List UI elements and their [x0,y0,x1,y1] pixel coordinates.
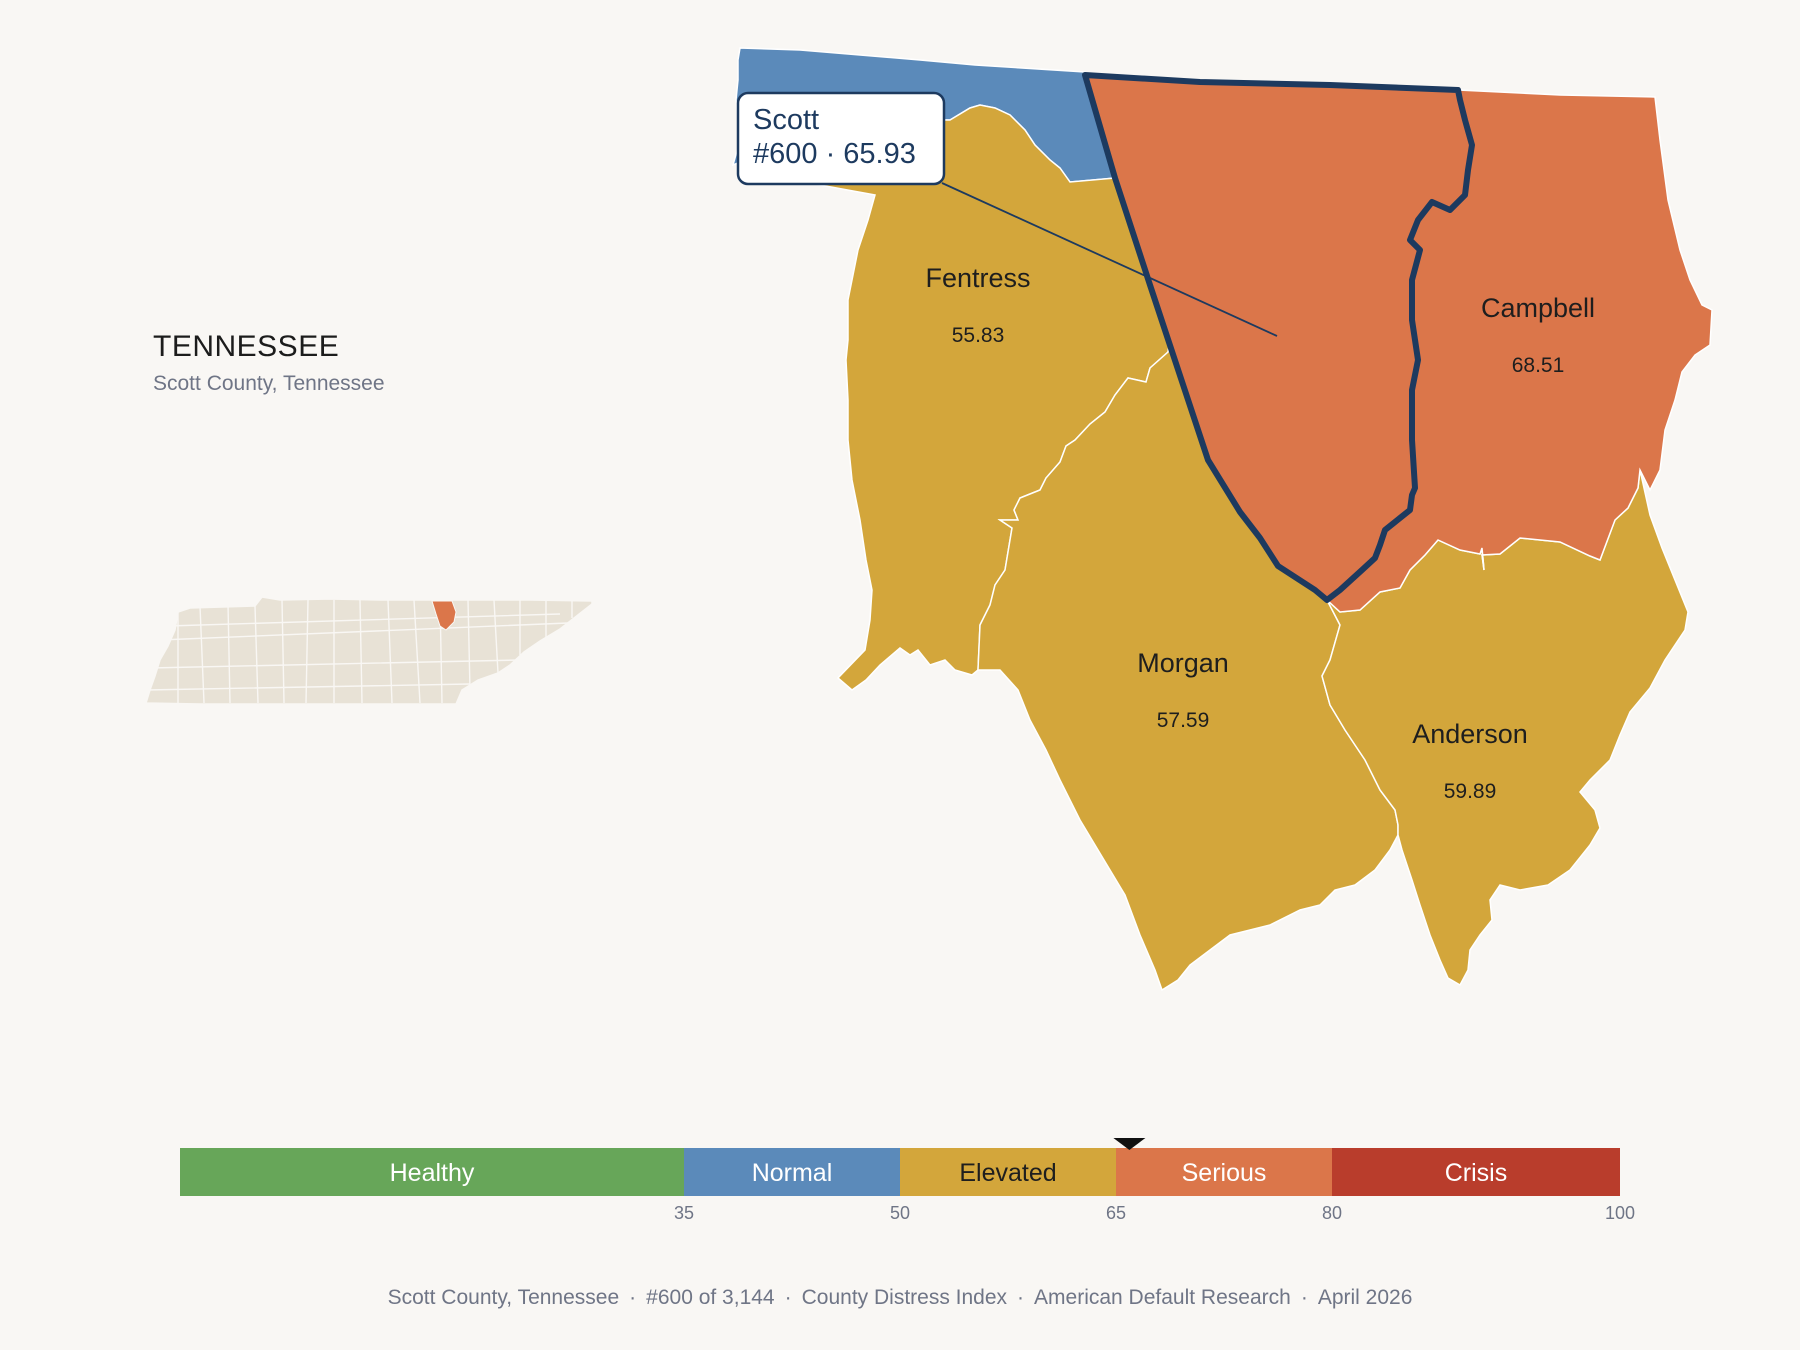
tooltip: Scott #600 · 65.93 [736,91,1278,337]
footer-location: Scott County, Tennessee [387,1286,620,1309]
state-title: TENNESSEE [153,330,340,363]
footer-separator: · [1017,1286,1025,1309]
county-label-fentress: Fentress [925,263,1030,293]
county-score-anderson: 59.89 [1444,780,1497,803]
legend-ticks: 35 50 65 80 100 [674,1203,1635,1223]
distress-legend: Healthy Normal Elevated Serious Crisis 35 50 6… [180,1138,1635,1223]
counties [731,47,1713,992]
tooltip-rank-score: #600 · 65.93 [753,138,916,170]
footer-index-name: County Distress Index [801,1286,1008,1309]
footer-date: April 2026 [1317,1286,1413,1309]
county-shape-scott[interactable] [1082,72,1475,603]
legend-band-label: Normal [752,1159,833,1187]
county-labels: Fentress 55.83 Campbell 68.51 Morgan 57.… [925,263,1595,803]
legend-band-label: Serious [1182,1159,1267,1187]
county-label-campbell: Campbell [1481,293,1595,323]
legend-tick-label: 100 [1605,1203,1635,1223]
county-score-fentress: 55.83 [952,324,1005,347]
footer: Scott County, Tennessee · #600 of 3,144 · Co… [0,1286,1800,1310]
legend-marker [1113,1138,1146,1150]
state-subtitle: Scott County, Tennessee [153,372,385,395]
inset-scott-highlight [431,600,457,631]
state-inset-map [144,596,593,705]
legend-tick-label: 35 [674,1203,694,1223]
footer-rank: #600 of 3,144 [646,1286,775,1309]
footer-publisher: American Default Research [1034,1286,1291,1309]
legend-band-crisis [1332,1148,1620,1196]
tooltip-box [736,91,946,186]
legend-band-healthy [180,1148,684,1196]
tooltip-county-name: Scott [753,104,819,136]
legend-band-elevated [900,1148,1116,1196]
tooltip-leader-line [941,182,1278,337]
legend-tick-label: 80 [1322,1203,1342,1223]
legend-band-normal [684,1148,900,1196]
footer-separator: · [1300,1286,1308,1309]
inset-state-shape [144,596,593,705]
legend-tick-label: 50 [890,1203,910,1223]
footer-separator: · [784,1286,792,1309]
county-label-anderson: Anderson [1412,719,1528,749]
county-score-morgan: 57.59 [1157,709,1210,732]
footer-separator: · [629,1286,637,1309]
county-label-morgan: Morgan [1137,648,1229,678]
inset-county-lines [145,599,593,704]
legend-band-label: Elevated [959,1159,1056,1187]
legend-band-serious [1116,1148,1332,1196]
legend-bands: Healthy Normal Elevated Serious Crisis [180,1148,1620,1196]
county-score-campbell: 68.51 [1512,354,1565,377]
legend-band-label: Crisis [1445,1159,1508,1187]
legend-band-label: Healthy [390,1159,475,1187]
legend-tick-label: 65 [1106,1203,1126,1223]
